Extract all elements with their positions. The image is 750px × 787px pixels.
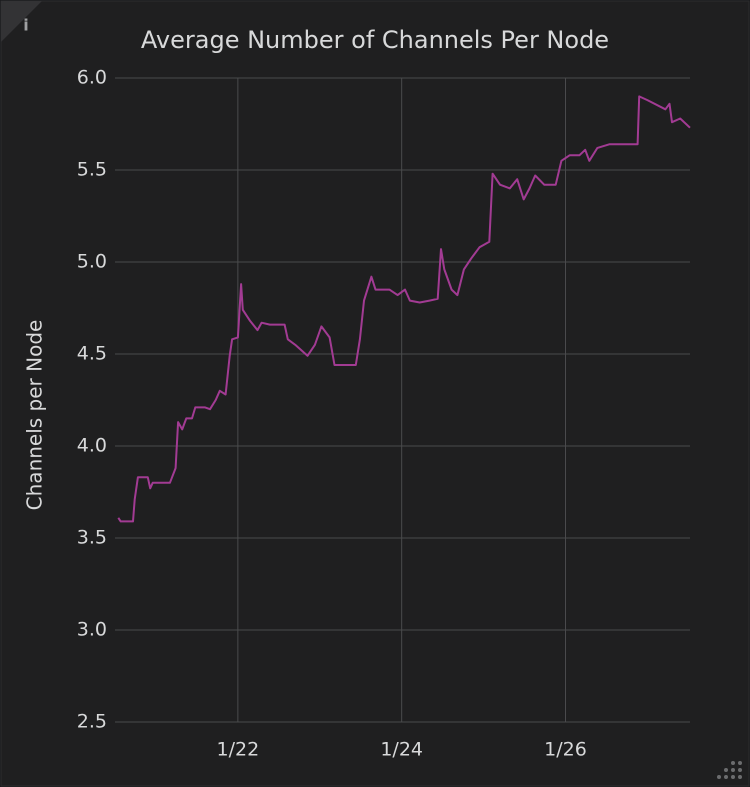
y-tick-label: 4.5 — [77, 343, 107, 365]
info-corner[interactable] — [1, 1, 42, 42]
y-tick-label: 4.0 — [77, 435, 107, 457]
y-tick-label: 5.0 — [77, 251, 107, 273]
x-tick-label: 1/24 — [380, 739, 423, 761]
x-tick-label: 1/22 — [217, 739, 260, 761]
info-icon[interactable]: i — [23, 16, 28, 35]
x-tick-label: 1/26 — [544, 739, 587, 761]
resize-handle[interactable] — [717, 761, 742, 779]
chart-title: Average Number of Channels Per Node — [141, 26, 609, 54]
y-tick-label: 3.0 — [77, 619, 107, 641]
data-line — [117, 95, 691, 523]
y-tick-label: 6.0 — [77, 67, 107, 89]
y-tick-label: 3.5 — [77, 527, 107, 549]
y-tick-label: 5.5 — [77, 159, 107, 181]
y-axis-label: Channels per Node — [23, 320, 47, 511]
y-tick-label: 2.5 — [77, 711, 107, 733]
